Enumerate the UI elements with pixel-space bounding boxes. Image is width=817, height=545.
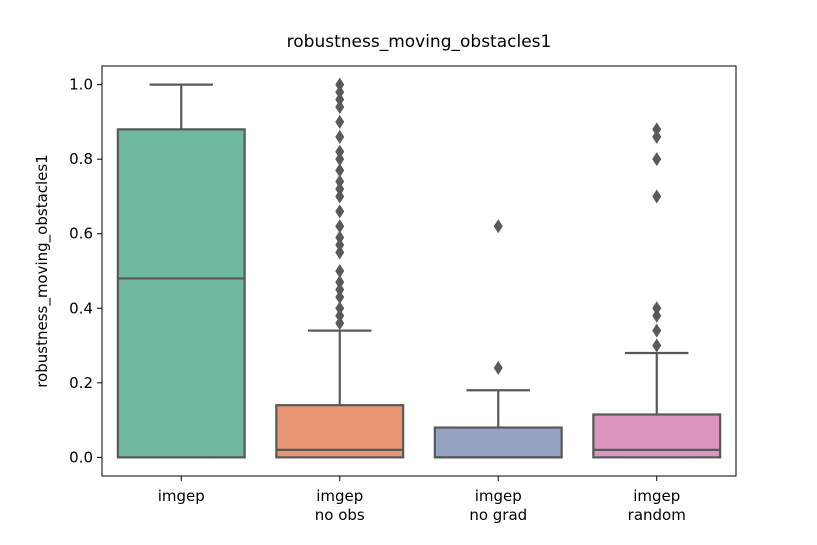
- outlier: [335, 152, 345, 167]
- outlier: [335, 204, 345, 219]
- outlier: [335, 92, 345, 107]
- outlier: [493, 219, 503, 234]
- outlier: [652, 301, 662, 316]
- outlier: [335, 144, 345, 159]
- outlier: [335, 129, 345, 144]
- outlier: [335, 308, 345, 323]
- x-tick-label: imgep no grad: [469, 487, 528, 524]
- outlier: [652, 129, 662, 144]
- outlier: [335, 77, 345, 92]
- outlier: [652, 122, 662, 137]
- outlier: [335, 85, 345, 100]
- x-tick-label: imgep: [157, 487, 205, 505]
- outlier: [335, 264, 345, 278]
- box: [275, 404, 405, 459]
- outlier: [652, 338, 662, 353]
- outlier: [335, 230, 345, 245]
- outlier: [335, 301, 345, 316]
- plot-frame: [101, 65, 737, 477]
- y-tick-label: 0.4: [69, 299, 93, 317]
- y-tick-label: 0.6: [69, 225, 93, 243]
- outlier: [335, 189, 345, 204]
- y-tick-label: 0.2: [69, 374, 93, 392]
- y-tick-label: 1.0: [69, 76, 93, 94]
- outlier: [652, 308, 662, 323]
- outlier: [335, 290, 345, 305]
- outlier: [493, 360, 503, 375]
- outlier: [652, 152, 662, 167]
- outlier: [335, 100, 345, 114]
- y-axis-label: robustness_moving_obstacles1: [33, 154, 52, 388]
- outlier: [335, 282, 345, 297]
- outlier: [652, 323, 662, 338]
- outlier: [335, 182, 345, 196]
- box: [433, 426, 563, 459]
- outlier: [652, 189, 662, 204]
- outlier: [335, 219, 345, 234]
- x-tick-label: imgep random: [627, 487, 686, 524]
- x-tick-label: imgep no obs: [314, 487, 365, 524]
- chart-title: robustness_moving_obstacles1: [287, 32, 552, 52]
- outlier: [335, 275, 345, 290]
- box: [116, 128, 246, 459]
- outlier: [335, 237, 345, 252]
- outlier: [335, 174, 345, 189]
- y-tick-label: 0.8: [69, 150, 93, 168]
- outlier: [335, 245, 345, 260]
- y-tick-label: 0.0: [69, 448, 93, 466]
- outlier: [335, 163, 345, 178]
- outlier: [335, 114, 345, 129]
- outlier: [335, 316, 345, 331]
